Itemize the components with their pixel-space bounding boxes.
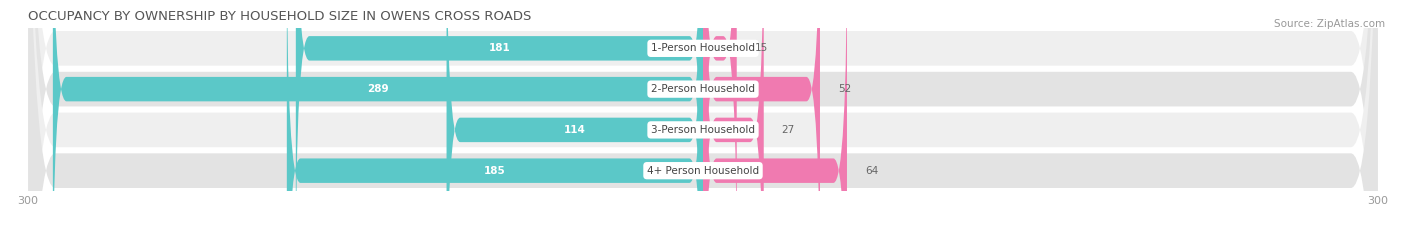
FancyBboxPatch shape: [703, 0, 763, 233]
Text: 1-Person Household: 1-Person Household: [651, 43, 755, 53]
Text: 64: 64: [865, 166, 879, 176]
Text: 181: 181: [488, 43, 510, 53]
Text: 3-Person Household: 3-Person Household: [651, 125, 755, 135]
Text: 114: 114: [564, 125, 586, 135]
Text: 185: 185: [484, 166, 506, 176]
FancyBboxPatch shape: [703, 0, 737, 233]
FancyBboxPatch shape: [28, 0, 1378, 233]
Text: OCCUPANCY BY OWNERSHIP BY HOUSEHOLD SIZE IN OWENS CROSS ROADS: OCCUPANCY BY OWNERSHIP BY HOUSEHOLD SIZE…: [28, 10, 531, 23]
Text: Source: ZipAtlas.com: Source: ZipAtlas.com: [1274, 19, 1385, 29]
FancyBboxPatch shape: [703, 0, 846, 233]
FancyBboxPatch shape: [28, 0, 1378, 233]
FancyBboxPatch shape: [447, 0, 703, 233]
Text: 15: 15: [755, 43, 768, 53]
FancyBboxPatch shape: [295, 0, 703, 233]
FancyBboxPatch shape: [703, 0, 820, 233]
Text: 2-Person Household: 2-Person Household: [651, 84, 755, 94]
Text: 289: 289: [367, 84, 388, 94]
Text: 27: 27: [782, 125, 794, 135]
Text: 4+ Person Household: 4+ Person Household: [647, 166, 759, 176]
FancyBboxPatch shape: [28, 0, 1378, 233]
FancyBboxPatch shape: [287, 0, 703, 233]
FancyBboxPatch shape: [53, 0, 703, 233]
Text: 52: 52: [838, 84, 851, 94]
FancyBboxPatch shape: [28, 0, 1378, 233]
